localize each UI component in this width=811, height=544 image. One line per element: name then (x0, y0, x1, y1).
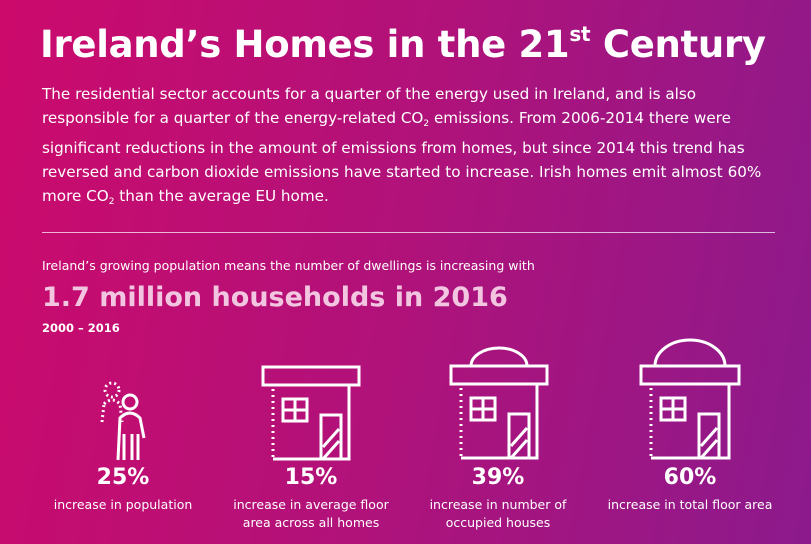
lead: Ireland’s growing population means the n… (42, 258, 535, 273)
stat: 15% increase in average floor area across… (216, 465, 406, 532)
intro-text: The residential sector accounts for a qu… (42, 85, 697, 127)
house-icon (639, 338, 741, 460)
title: Ireland’s Homes in the 21st Century (40, 22, 766, 66)
subscript: 2 (423, 119, 430, 129)
stat-value: 39% (471, 465, 525, 490)
divider (42, 232, 775, 233)
stat-label: increase in population (53, 497, 193, 512)
stat-label: increase in number of occupied houses (429, 497, 567, 530)
headline: 1.7 million households in 2016 (42, 282, 508, 313)
stat-value: 15% (284, 465, 338, 490)
period: 2000 – 2016 (42, 321, 120, 335)
intro: The residential sector accounts for a qu… (42, 82, 782, 214)
house-icon (449, 346, 549, 460)
intro-text: than the average EU home. (114, 187, 329, 205)
stat: 39% increase in number of occupied houses (403, 465, 593, 532)
stat-label: increase in total floor area (607, 497, 773, 512)
stat: 60% increase in total floor area (595, 465, 785, 514)
person-icon (100, 381, 146, 461)
stat-value: 25% (96, 465, 150, 490)
subscript: 2 (108, 197, 115, 207)
intro-text: emissions. From 2006-2014 there were sig… (42, 109, 762, 205)
stat-label: increase in average floor area across al… (233, 497, 389, 530)
title-text: Ireland’s Homes in the 21 (40, 23, 570, 66)
stat-value: 60% (663, 465, 717, 490)
title-text: Century (590, 23, 766, 66)
title-superscript: st (569, 22, 591, 46)
stat: 25% increase in population (28, 465, 218, 514)
house-icon (261, 365, 361, 461)
